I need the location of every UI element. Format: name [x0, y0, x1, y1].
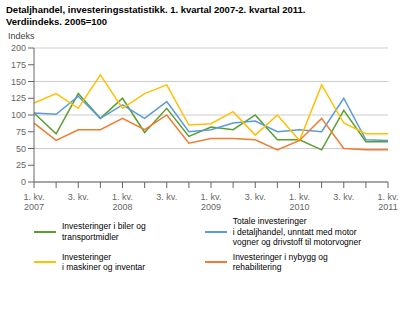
svg-text:1. kv.2011: 1. kv.2011: [378, 192, 392, 212]
html-text:Indeks: Indeks: [8, 31, 35, 41]
svg-text:200: 200: [11, 43, 26, 53]
html-text:Detaljhandel, investeringsstat: Detaljhandel, investeringsstatistikk. 1.…: [6, 4, 306, 15]
html-text:Totale investeringer i detaljh: Totale investeringer i detaljhandel, unn…: [232, 216, 362, 247]
html-text:Investeringer i maskiner og in: Investeringer i maskiner og inventar: [62, 251, 146, 272]
svg-text:125: 125: [11, 93, 26, 103]
svg-text:0: 0: [21, 177, 26, 187]
svg-text:75: 75: [16, 127, 26, 137]
svg-text:150: 150: [11, 77, 26, 87]
svg-text:1. kv.2008: 1. kv.2008: [112, 192, 133, 212]
svg-text:1. kv.2010: 1. kv.2010: [289, 192, 310, 212]
svg-text:3. kv.: 3. kv.: [68, 192, 89, 202]
svg-text:3. kv.: 3. kv.: [333, 192, 354, 202]
svg-text:1. kv.2007: 1. kv.2007: [24, 192, 45, 212]
svg-text:25: 25: [16, 160, 26, 170]
svg-text:1. kv.2009: 1. kv.2009: [201, 192, 222, 212]
html-text:Investeringer i nybygg og reha: Investeringer i nybygg og rehabilitering: [232, 251, 328, 272]
svg-text:50: 50: [16, 144, 26, 154]
svg-text:175: 175: [11, 60, 26, 70]
svg-text:3. kv.: 3. kv.: [245, 192, 266, 202]
svg-text:3. kv.: 3. kv.: [156, 192, 177, 202]
html-text:Investeringer i biler og trans: Investeringer i biler og transportmidler: [62, 221, 146, 242]
svg-text:100: 100: [11, 110, 26, 120]
html-text:Verdiindeks. 2005=100: Verdiindeks. 2005=100: [6, 16, 108, 27]
